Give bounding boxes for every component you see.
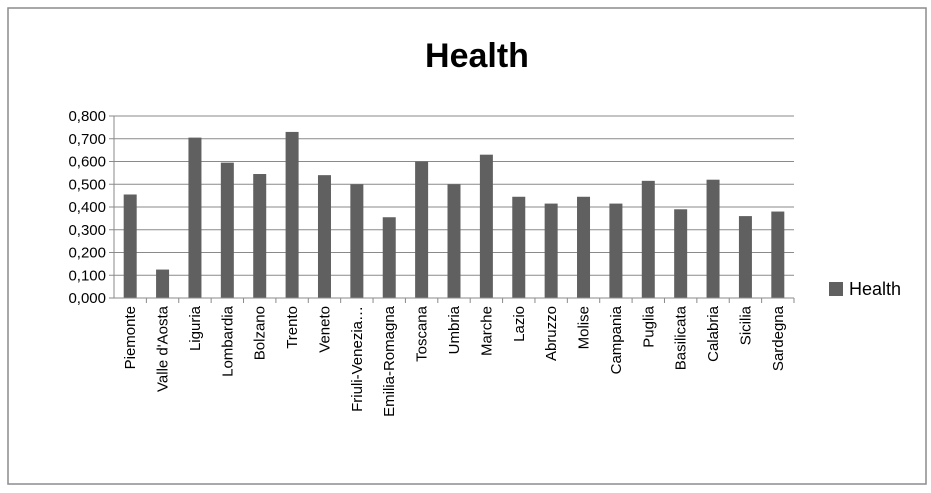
bar (609, 203, 623, 298)
y-tick-label: 0,400 (68, 199, 106, 216)
bars (123, 131, 785, 298)
x-category-label: Lazio (511, 306, 528, 342)
bar (350, 184, 364, 298)
legend-label: Health (849, 279, 901, 299)
x-category-label: Trento (284, 306, 301, 349)
x-category-labels: Piemonte Valle d'Aosta Liguria Lombardia Bol… (122, 305, 787, 417)
y-tick-label: 0,100 (68, 267, 106, 284)
bar (577, 196, 591, 298)
bar (447, 184, 461, 298)
x-category-label: Abruzzo (543, 306, 560, 361)
x-category-label: Veneto (316, 306, 333, 353)
x-category-label: Emilia-Romagna (381, 305, 398, 417)
bar (220, 162, 234, 298)
x-category-label: Puglia (640, 305, 657, 347)
y-tick-label: 0,000 (68, 290, 106, 307)
bar (188, 137, 202, 298)
y-tick-label: 0,600 (68, 154, 106, 171)
bar (317, 175, 331, 298)
bar (123, 194, 137, 298)
bar (544, 203, 558, 298)
x-category-label: Basilicata (673, 305, 690, 370)
legend: Health (829, 279, 901, 299)
bar (253, 174, 267, 298)
x-category-label: Sicilia (737, 305, 754, 345)
y-tick-label: 0,700 (68, 131, 106, 148)
bar (285, 131, 299, 298)
bar (706, 179, 720, 298)
bar (641, 180, 655, 298)
chart-title: Health (425, 37, 529, 75)
axes (113, 116, 795, 303)
x-category-label: Liguria (187, 305, 204, 351)
bar (415, 161, 429, 298)
bar (382, 217, 396, 298)
y-tick-label: 0,300 (68, 222, 106, 239)
x-category-label: Umbria (446, 305, 463, 354)
bar (512, 196, 526, 298)
x-category-label: Marche (478, 306, 495, 356)
x-category-label: Molise (576, 306, 593, 349)
x-category-label: Piemonte (122, 306, 139, 369)
bar (738, 216, 752, 298)
bar (674, 209, 688, 298)
legend-swatch (829, 282, 843, 296)
y-tick-labels: 0,000 0,100 0,200 0,300 0,400 0,500 0,600 0,700… (68, 108, 106, 307)
x-category-label: Valle d'Aosta (155, 305, 172, 392)
bar (771, 211, 785, 298)
bar (479, 154, 493, 298)
y-tick-label: 0,800 (68, 108, 106, 125)
x-category-label: Campania (608, 305, 625, 374)
y-tick-label: 0,200 (68, 245, 106, 262)
x-category-label: Toscana (414, 305, 431, 362)
y-tick-label: 0,500 (68, 176, 106, 193)
x-category-label: Friuli-Venezia… (349, 306, 366, 412)
x-category-label: Sardegna (770, 305, 787, 371)
bar (156, 269, 170, 298)
x-category-label: Calabria (705, 305, 722, 362)
chart-border (7, 7, 927, 485)
x-category-label: Lombardia (219, 305, 236, 377)
x-category-label: Bolzano (252, 306, 269, 360)
